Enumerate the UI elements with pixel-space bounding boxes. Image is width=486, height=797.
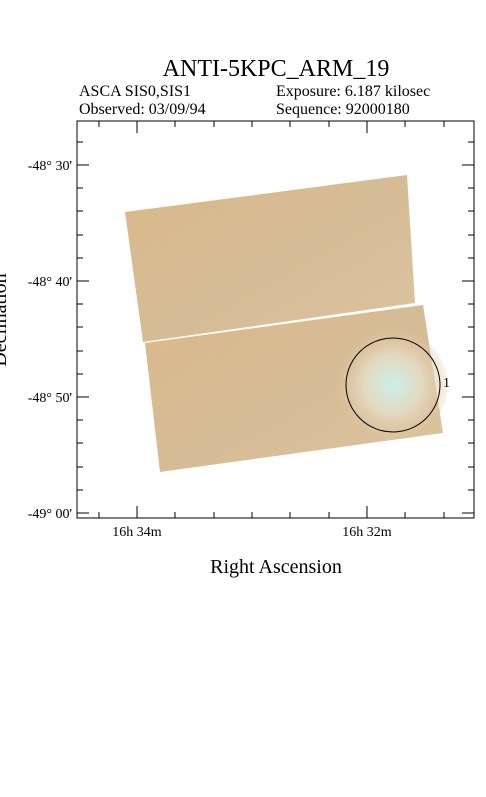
ticks bbox=[77, 121, 474, 518]
x-tick-label: 16h 34m bbox=[112, 525, 162, 540]
source-label: 1 bbox=[443, 376, 450, 391]
exposure: Exposure: 6.187 kilosec bbox=[276, 83, 430, 100]
x-axis-label: Right Ascension bbox=[210, 556, 342, 578]
plot-frame bbox=[76, 120, 475, 519]
sequence: Sequence: 92000180 bbox=[276, 101, 410, 118]
y-tick-label: -49° 00' bbox=[28, 507, 72, 522]
source-region bbox=[345, 337, 441, 433]
y-tick-label: -48° 40' bbox=[28, 275, 72, 290]
y-axis-label: Declination bbox=[0, 273, 11, 366]
observed: Observed: 03/09/94 bbox=[79, 101, 206, 118]
y-tick-label: -48° 50' bbox=[28, 391, 72, 406]
instrument: ASCA SIS0,SIS1 bbox=[79, 83, 191, 100]
y-tick-label: -48° 30' bbox=[28, 159, 72, 174]
title: ANTI-5KPC_ARM_19 bbox=[163, 56, 390, 82]
source-emission bbox=[338, 330, 448, 440]
image-tile bbox=[125, 175, 415, 342]
x-tick-label: 16h 32m bbox=[342, 525, 392, 540]
